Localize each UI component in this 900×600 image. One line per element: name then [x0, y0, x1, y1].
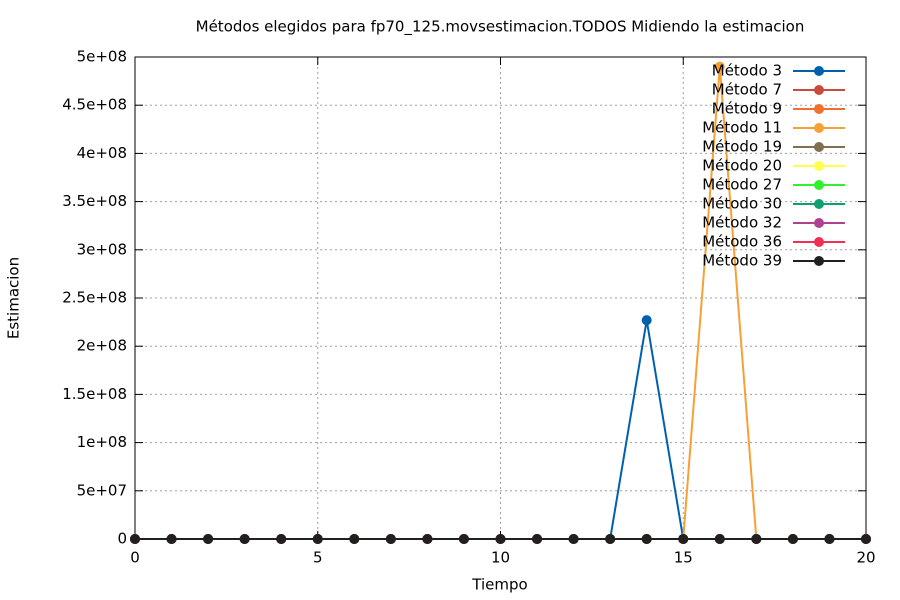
data-point	[312, 534, 323, 544]
data-point	[532, 534, 543, 544]
y-tick-label: 2.5e+08	[62, 289, 127, 307]
data-point	[458, 534, 469, 544]
data-point	[568, 534, 579, 544]
legend-marker	[814, 161, 824, 171]
x-tick-label: 5	[313, 549, 323, 567]
chart-title: Métodos elegidos para fp70_125.movsestim…	[196, 18, 805, 37]
data-point	[276, 534, 287, 544]
data-point	[605, 534, 616, 544]
x-tick-label: 0	[130, 549, 140, 567]
x-tick-label: 20	[856, 549, 875, 567]
data-point	[130, 534, 140, 544]
legend-label: Método 7	[712, 81, 782, 99]
y-tick-label: 4e+08	[77, 144, 127, 162]
legend-marker	[814, 123, 824, 133]
data-point	[349, 534, 360, 544]
data-point	[495, 534, 506, 544]
legend-label: Método 30	[702, 195, 782, 213]
legend-marker	[814, 199, 824, 209]
data-point	[751, 534, 762, 544]
y-tick-label: 0	[117, 530, 127, 548]
y-axis-label: Estimacion	[5, 257, 23, 339]
legend-marker	[814, 218, 824, 228]
legend-marker	[814, 142, 824, 152]
legend-label: Método 39	[702, 252, 782, 270]
legend-marker	[814, 104, 824, 114]
legend-label: Método 11	[702, 119, 782, 137]
legend-label: Método 9	[712, 100, 782, 118]
data-point	[239, 534, 250, 544]
legend-label: Método 32	[702, 214, 782, 232]
data-point	[422, 534, 433, 544]
y-tick-label: 5e+08	[77, 48, 127, 66]
data-point	[824, 534, 835, 544]
x-tick-label: 10	[491, 549, 510, 567]
y-tick-label: 3.5e+08	[62, 192, 127, 210]
legend-marker	[814, 85, 824, 95]
data-point	[203, 534, 214, 544]
x-axis-label: Tiempo	[471, 576, 527, 594]
y-tick-label: 1e+08	[77, 433, 127, 451]
legend-marker	[814, 180, 824, 190]
data-point	[678, 534, 689, 544]
data-point	[641, 534, 652, 544]
y-tick-label: 1.5e+08	[62, 385, 127, 403]
y-tick-label: 5e+07	[77, 481, 127, 499]
legend-label: Método 19	[702, 138, 782, 156]
legend-label: Método 36	[702, 233, 782, 251]
data-point	[641, 315, 652, 326]
legend-label: Método 27	[702, 176, 782, 194]
x-tick-label: 15	[674, 549, 693, 567]
data-point	[787, 534, 798, 544]
y-tick-label: 4.5e+08	[62, 96, 127, 114]
y-tick-label: 2e+08	[77, 337, 127, 355]
legend-marker	[814, 66, 824, 76]
data-point	[714, 534, 725, 544]
data-point	[861, 534, 871, 544]
legend-label: Método 20	[702, 157, 782, 175]
y-tick-label: 3e+08	[77, 240, 127, 258]
legend-marker	[814, 256, 824, 266]
data-point	[385, 534, 396, 544]
legend-label: Método 3	[712, 62, 782, 80]
data-point	[166, 534, 177, 544]
legend-marker	[814, 237, 824, 247]
data-point	[714, 61, 725, 72]
